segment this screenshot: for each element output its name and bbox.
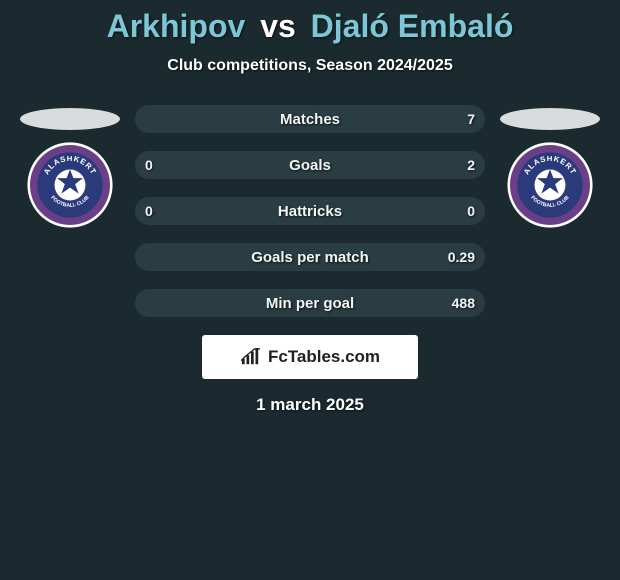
club-badge-icon: ALASHKERT FOOTBALL CLUB: [27, 142, 113, 228]
stat-right-value: 7: [467, 111, 475, 127]
stat-left-value: 0: [145, 203, 153, 219]
comparison-card: Arkhipov vs Djaló Embaló Club competitio…: [0, 0, 620, 415]
stat-label: Min per goal: [266, 295, 354, 312]
player1-name: Arkhipov: [107, 8, 246, 44]
player2-name: Djaló Embaló: [311, 8, 514, 44]
stat-right-value: 488: [452, 295, 475, 311]
date-text: 1 march 2025: [0, 395, 620, 415]
chart-icon: [240, 348, 262, 366]
stat-left-value: 0: [145, 157, 153, 173]
content-row: ALASHKERT FOOTBALL CLUB Matches70Goals20…: [0, 105, 620, 317]
club-badge-icon: ALASHKERT FOOTBALL CLUB: [507, 142, 593, 228]
stat-bar: Min per goal 488: [135, 289, 485, 317]
stat-label: Hattricks: [278, 203, 342, 220]
stat-label: Matches: [280, 111, 340, 128]
stat-bar: 0 Goals 2: [135, 151, 485, 179]
subtitle: Club competitions, Season 2024/2025: [0, 57, 620, 75]
player2-club-badge: ALASHKERT FOOTBALL CLUB: [507, 142, 593, 228]
left-column: ALASHKERT FOOTBALL CLUB: [15, 105, 125, 228]
stat-bar: 0 Hattricks 0: [135, 197, 485, 225]
page-title: Arkhipov vs Djaló Embaló: [0, 8, 620, 45]
player1-photo-placeholder: [20, 108, 120, 130]
stat-label: Goals per match: [251, 249, 369, 266]
branding-text: FcTables.com: [268, 347, 380, 367]
stat-label: Goals: [289, 157, 331, 174]
stat-right-value: 0.29: [448, 249, 475, 265]
player2-photo-placeholder: [500, 108, 600, 130]
right-column: ALASHKERT FOOTBALL CLUB: [495, 105, 605, 228]
stat-right-value: 0: [467, 203, 475, 219]
stat-bar: Goals per match 0.29: [135, 243, 485, 271]
stat-right-value: 2: [467, 157, 475, 173]
branding-box[interactable]: FcTables.com: [202, 335, 418, 379]
player1-club-badge: ALASHKERT FOOTBALL CLUB: [27, 142, 113, 228]
stat-bar: Matches 7: [135, 105, 485, 133]
vs-text: vs: [260, 8, 296, 44]
stats-bars: Matches 7 0 Goals 2 0 Hattricks 0 Goals per matc…: [135, 105, 485, 317]
